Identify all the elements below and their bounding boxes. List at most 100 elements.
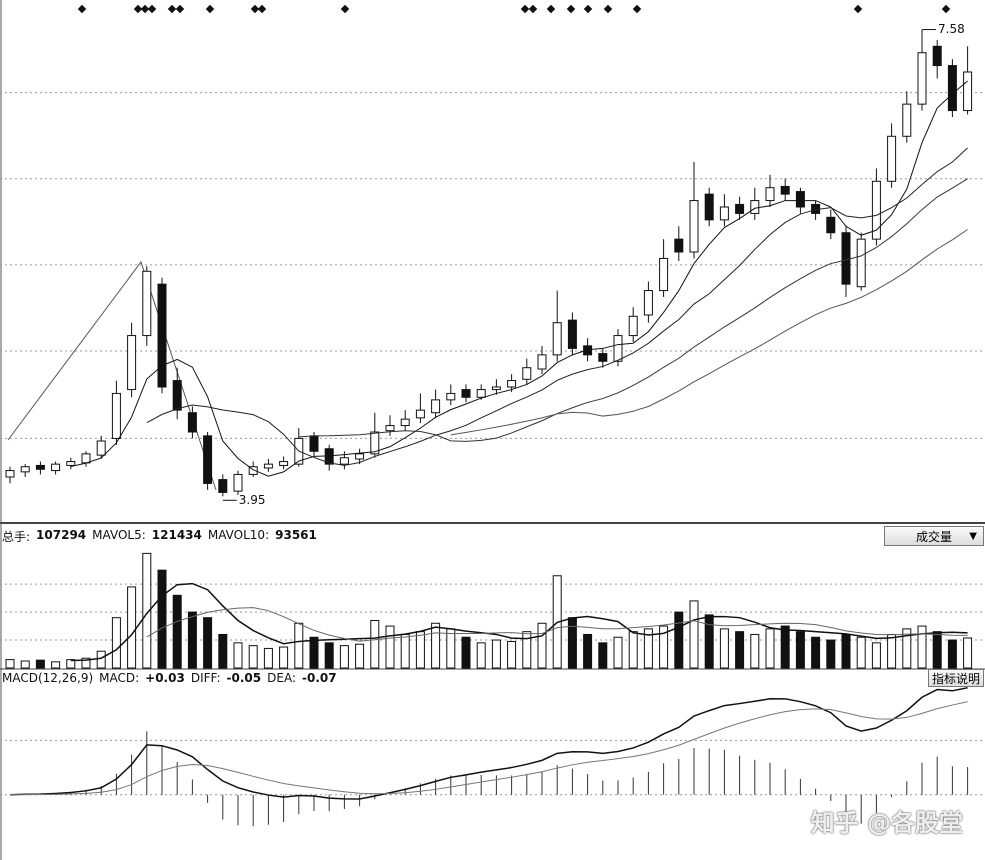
volume-bar bbox=[339, 645, 349, 669]
volume-bar bbox=[415, 631, 425, 669]
candle-body bbox=[157, 283, 167, 388]
candle-body bbox=[142, 270, 152, 337]
candle-body bbox=[674, 238, 684, 253]
candle-body bbox=[765, 187, 775, 202]
volume-indicator-select[interactable]: 成交量 ▼ bbox=[884, 526, 984, 546]
ma-line bbox=[298, 178, 968, 442]
candle-body bbox=[659, 257, 669, 292]
candle-body bbox=[704, 193, 714, 221]
volume-bar bbox=[431, 622, 441, 669]
volume-bar bbox=[643, 628, 653, 669]
candle-body bbox=[203, 435, 213, 484]
candle-body bbox=[431, 399, 441, 414]
candle-body bbox=[947, 65, 957, 112]
volume-bar bbox=[127, 586, 137, 669]
volume-bar bbox=[765, 628, 775, 669]
indicator-help-button[interactable]: 指标说明 bbox=[928, 669, 984, 687]
candle-body bbox=[841, 232, 851, 285]
volume-bar bbox=[674, 611, 684, 669]
candle-body bbox=[309, 435, 319, 452]
volume-bar bbox=[263, 647, 273, 669]
macd-title: MACD(12,26,9) bbox=[2, 671, 94, 685]
volume-bar bbox=[871, 642, 881, 669]
candle-body bbox=[507, 380, 517, 388]
volume-bar bbox=[172, 594, 182, 669]
macd-header: MACD(12,26,9) MACD: +0.03 DIFF: -0.05 DEA: -0.… bbox=[2, 671, 337, 685]
volume-bar bbox=[248, 645, 258, 669]
volume-bar bbox=[491, 639, 501, 669]
volume-bar bbox=[218, 633, 228, 669]
candle-body bbox=[719, 206, 729, 221]
volume-bar bbox=[750, 633, 760, 669]
candle-body bbox=[887, 135, 897, 182]
volume-bar bbox=[902, 628, 912, 669]
volume-bar bbox=[400, 633, 410, 669]
volume-bar bbox=[659, 625, 669, 669]
diff-line bbox=[9, 687, 968, 800]
volume-bar bbox=[613, 636, 623, 669]
dropdown-arrow: ▼ bbox=[969, 530, 977, 542]
candle-body bbox=[628, 315, 638, 337]
header-label: MAVOL10: bbox=[207, 528, 270, 542]
volume-bar bbox=[81, 657, 91, 669]
candle-body bbox=[127, 335, 137, 391]
candle-body bbox=[263, 463, 273, 469]
volume-bar bbox=[385, 625, 395, 669]
volume-bar bbox=[324, 642, 334, 669]
header-label: MACD: bbox=[99, 671, 140, 685]
volume-bar bbox=[294, 622, 304, 669]
candle-body bbox=[5, 470, 15, 478]
header-label: DEA: bbox=[267, 671, 296, 685]
candle-body bbox=[476, 389, 486, 398]
candle-body bbox=[780, 185, 790, 195]
candle-body bbox=[826, 216, 836, 234]
candle-body bbox=[400, 418, 410, 427]
volume-bar bbox=[370, 619, 380, 669]
candle-body bbox=[613, 335, 623, 362]
candle-body bbox=[96, 440, 106, 456]
volume-bar bbox=[446, 628, 456, 669]
candle-body bbox=[856, 238, 866, 288]
candle-body bbox=[491, 386, 501, 391]
ma-line bbox=[450, 229, 968, 436]
volume-bar bbox=[719, 628, 729, 669]
header-value: -0.05 bbox=[226, 671, 262, 685]
volume-ma-line bbox=[146, 607, 968, 642]
ma-line bbox=[70, 80, 968, 477]
volume-bar bbox=[51, 661, 61, 669]
volume-bar bbox=[856, 636, 866, 669]
candle-body bbox=[537, 354, 547, 370]
candle-body bbox=[963, 71, 973, 112]
dea-line bbox=[9, 701, 968, 796]
candle-body bbox=[583, 345, 593, 356]
volume-bar bbox=[583, 633, 593, 669]
candle-body bbox=[522, 367, 532, 380]
candle-body bbox=[111, 392, 121, 439]
volume-bar bbox=[795, 631, 805, 669]
candle-body bbox=[871, 180, 881, 240]
candle-body bbox=[172, 380, 182, 411]
volume-bar bbox=[35, 659, 45, 669]
candle-body bbox=[795, 191, 805, 208]
candle-body bbox=[20, 466, 30, 473]
volume-bar bbox=[203, 617, 213, 669]
volume-bar bbox=[917, 625, 927, 669]
candle-body bbox=[187, 412, 197, 433]
candle-body bbox=[735, 203, 745, 214]
candle-body bbox=[66, 461, 76, 466]
candle-body bbox=[248, 466, 258, 475]
watermark: 知乎 @各股堂 bbox=[810, 809, 963, 837]
volume-bar bbox=[811, 636, 821, 669]
candle-body bbox=[81, 453, 91, 464]
volume-bar bbox=[780, 625, 790, 669]
volume-bar bbox=[111, 617, 121, 669]
candle-body bbox=[355, 453, 365, 460]
ma-line bbox=[146, 147, 968, 466]
volume-bar bbox=[826, 639, 836, 669]
candle-body bbox=[932, 45, 942, 67]
volume-bar bbox=[735, 631, 745, 669]
volume-bar bbox=[947, 639, 957, 669]
volume-bar bbox=[537, 622, 547, 669]
